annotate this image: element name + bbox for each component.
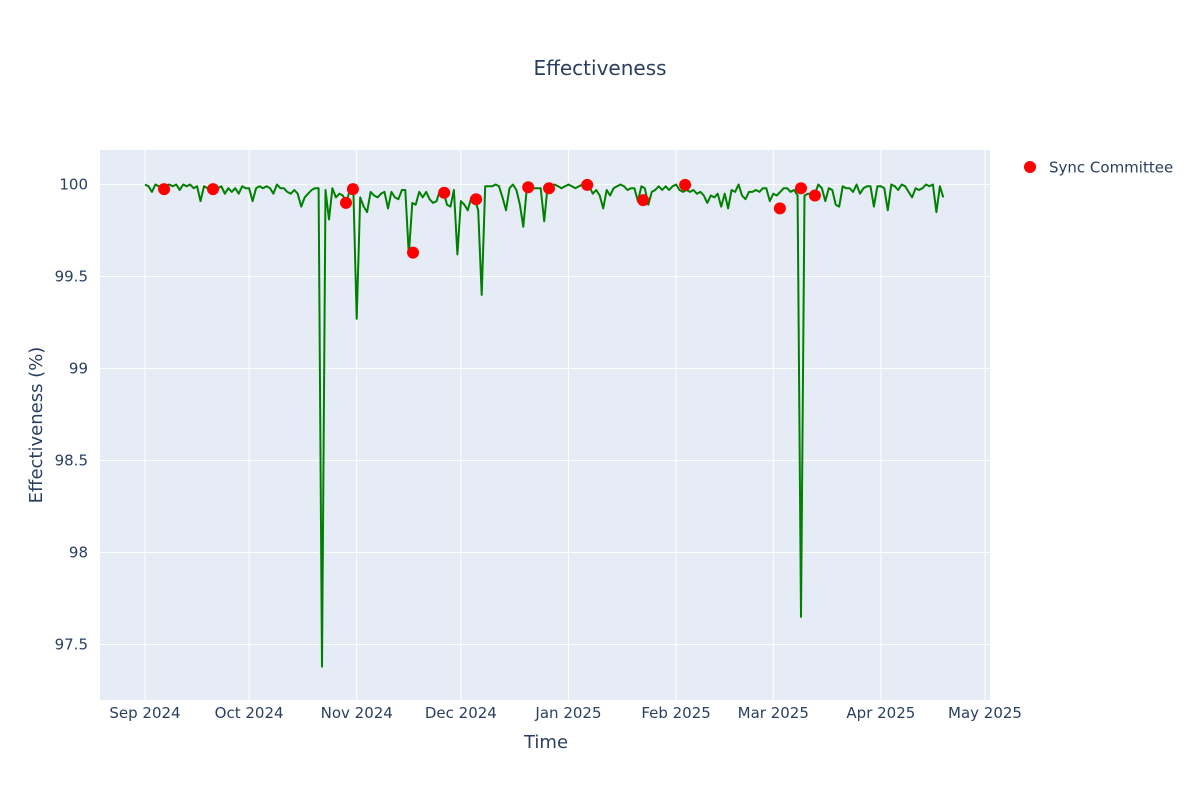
x-tick-label: Oct 2024 <box>215 704 284 722</box>
sync-committee-point[interactable] <box>679 178 692 191</box>
y-tick-label: 100 <box>59 176 88 194</box>
x-gridlines <box>144 150 986 700</box>
sync-committee-point[interactable] <box>522 181 535 194</box>
plot-area[interactable] <box>100 150 990 700</box>
sync-committee-point[interactable] <box>581 178 594 191</box>
x-tick-label: Dec 2024 <box>425 704 497 722</box>
sync-committee-point[interactable] <box>158 183 171 196</box>
chart-title: Effectiveness <box>533 56 666 80</box>
x-tick-label: Nov 2024 <box>321 704 393 722</box>
y-gridlines <box>100 184 990 645</box>
sync-committee-point[interactable] <box>340 196 352 209</box>
sync-committee-point[interactable] <box>808 189 821 202</box>
x-axis-ticks: Sep 2024 Oct 2024 Nov 2024 Dec 2024 Jan 2025… <box>109 704 1022 722</box>
sync-committee-point[interactable] <box>543 182 555 195</box>
sync-committee-point[interactable] <box>795 182 807 195</box>
legend-label: Sync Committee <box>1049 159 1173 177</box>
y-tick-label: 99 <box>69 360 88 378</box>
sync-committee-markers <box>158 178 821 259</box>
legend-marker-icon <box>1024 161 1036 173</box>
y-tick-label: 98.5 <box>55 452 88 470</box>
sync-committee-point[interactable] <box>637 194 650 207</box>
y-tick-label: 97.5 <box>55 636 88 654</box>
legend-item-sync-committee[interactable]: Sync Committee <box>1024 159 1173 177</box>
sync-committee-point[interactable] <box>407 246 419 259</box>
y-tick-label: 99.5 <box>55 268 88 286</box>
sync-committee-point[interactable] <box>207 183 219 196</box>
sync-committee-point[interactable] <box>438 186 451 199</box>
y-axis-ticks: 100 99.5 99 98.5 98 97.5 <box>55 176 88 654</box>
x-tick-label: Mar 2025 <box>738 704 809 722</box>
x-tick-label: Feb 2025 <box>641 704 711 722</box>
sync-committee-point[interactable] <box>773 202 786 215</box>
y-axis-title: Effectiveness (%) <box>26 347 47 504</box>
x-tick-label: Jan 2025 <box>534 704 601 722</box>
x-tick-label: Sep 2024 <box>109 704 180 722</box>
x-tick-label: May 2025 <box>948 704 1022 722</box>
x-axis-title: Time <box>523 732 568 753</box>
sync-committee-point[interactable] <box>470 193 483 206</box>
y-tick-label: 98 <box>69 544 88 562</box>
legend[interactable]: Sync Committee <box>1024 159 1173 177</box>
x-tick-label: Apr 2025 <box>846 704 915 722</box>
sync-committee-point[interactable] <box>346 183 359 196</box>
